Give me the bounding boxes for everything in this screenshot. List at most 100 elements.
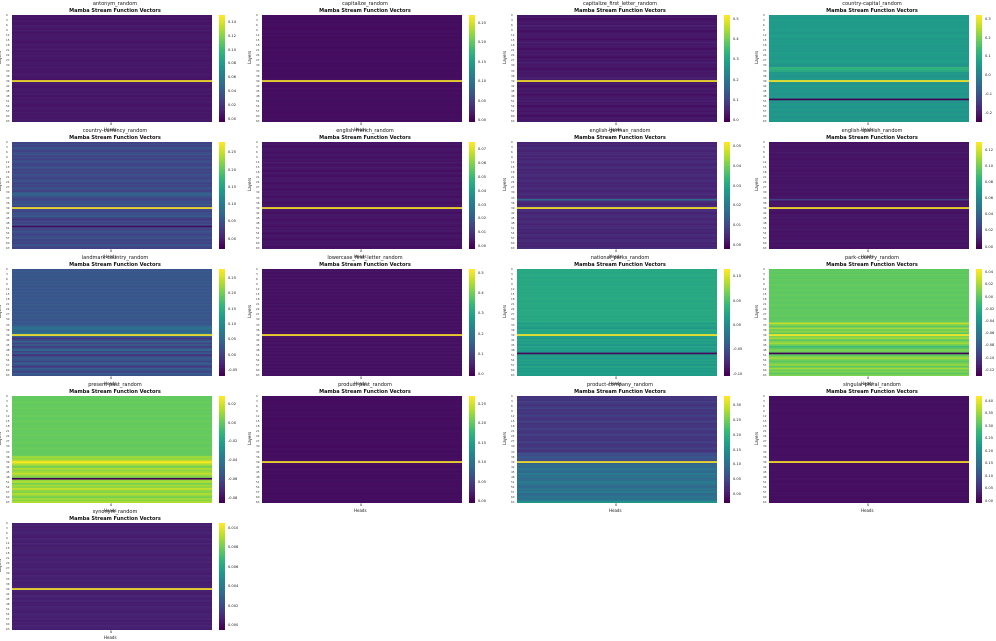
heatmap-cell [769, 487, 969, 490]
heatmap-cell [517, 342, 717, 345]
heatmap-cell [769, 111, 969, 114]
heatmap-cell [517, 456, 717, 459]
y-tick-label: 15 [763, 292, 767, 297]
heatmap-cell [12, 305, 212, 308]
colorbar-step [469, 198, 475, 202]
heatmap-cell [12, 447, 212, 450]
colorbar-step [219, 406, 225, 410]
y-tick-label: 6 [511, 404, 513, 409]
colorbar-step [469, 398, 475, 402]
colorbar-step [976, 33, 982, 37]
colorbar-step [976, 301, 982, 305]
colorbar-step [219, 23, 225, 27]
y-tick-label: 27 [256, 185, 260, 190]
heatmap-cell [12, 182, 212, 185]
colorbar-tick-label: 0.15 [228, 306, 237, 311]
heatmap-cell [12, 442, 212, 445]
colorbar-step [724, 452, 730, 456]
colorbar-step [724, 489, 730, 493]
y-tick-label: 57 [256, 362, 260, 367]
colorbar-step [724, 486, 730, 491]
colorbar-step [724, 420, 730, 424]
heatmap-cell [12, 165, 212, 168]
y-tick-label: 18 [511, 424, 515, 429]
colorbar-step [469, 15, 475, 19]
y-tick-label: 24 [256, 434, 260, 439]
heatmap-cell [262, 339, 462, 342]
heatmap-cell [769, 399, 969, 402]
heatmap-cell [769, 304, 969, 307]
colorbar-step [724, 222, 730, 226]
colorbar-step [469, 52, 475, 56]
heatmap-cell [12, 334, 212, 337]
heatmap-cell [12, 370, 212, 374]
heatmap-cell [12, 543, 212, 546]
colorbar-step [976, 20, 982, 24]
colorbar-step [469, 500, 475, 503]
heatmap-cell [262, 73, 462, 76]
heatmap-cell [12, 444, 212, 447]
colorbar-step [219, 190, 225, 194]
heatmap-cell [517, 345, 717, 348]
colorbar-step [976, 211, 982, 215]
colorbar-step [219, 539, 225, 543]
heatmap-cell [517, 111, 717, 114]
heatmap-plot [12, 142, 212, 249]
colorbar-tick-label: 0.4 [478, 291, 484, 296]
y-tick-label: 15 [763, 38, 767, 43]
heatmap-cell [769, 365, 969, 368]
heatmap-cell [769, 402, 969, 405]
panel-top-title: capitalize_first_letter_random [582, 1, 658, 7]
colorbar-tick-label: 0.05 [228, 219, 237, 224]
colorbar-tick-label: 0.25 [478, 401, 487, 406]
colorbar-tick-label: 0.1 [478, 351, 484, 356]
colorbar-step [219, 494, 225, 499]
heatmap-cell [517, 66, 717, 69]
y-tick-label: 21 [511, 429, 515, 434]
colorbar-step [219, 605, 225, 609]
heatmap-cell [262, 344, 462, 347]
heatmap-cell [769, 459, 969, 462]
colorbar-step [724, 396, 730, 400]
heatmap-cell [262, 145, 462, 148]
heatmap-cell [769, 370, 969, 374]
heatmap-cell [262, 173, 462, 176]
heatmap-cell [12, 193, 212, 196]
y-tick-label: 18 [6, 297, 10, 302]
colorbar-step [724, 473, 730, 477]
colorbar-tick-label: 0.00 [228, 420, 237, 425]
heatmap-cell [262, 459, 462, 462]
y-axis-label: Layers [502, 50, 507, 64]
colorbar-step [219, 441, 225, 445]
colorbar-step [976, 290, 982, 294]
colorbar-step [976, 500, 982, 503]
heatmap-cell [517, 355, 717, 358]
heatmap-cell [12, 294, 212, 297]
colorbar-tick-label: 0.06 [985, 196, 994, 201]
heatmap-cell [262, 245, 462, 248]
colorbar-step [219, 486, 225, 491]
heatmap-cell [262, 182, 462, 185]
colorbar-step [976, 357, 982, 361]
colorbar-step [219, 95, 225, 99]
y-tick-label: 12 [511, 33, 515, 38]
heatmap-cell [769, 364, 969, 367]
colorbar-step [724, 55, 730, 59]
heatmap-cell [12, 215, 212, 218]
heatmap-cell [12, 446, 212, 449]
colorbar-tick-label: 0.000 [228, 623, 239, 628]
colorbar-step [976, 325, 982, 329]
colorbar-step [976, 222, 982, 226]
y-tick-label: 36 [256, 327, 260, 332]
heatmap-cell [12, 441, 212, 444]
heatmap-cell [12, 494, 212, 497]
heatmap-cell [517, 442, 717, 445]
colorbar-step [724, 144, 730, 148]
colorbar-step [724, 211, 730, 215]
heatmap-cell [769, 71, 969, 74]
heatmap-cell [12, 578, 212, 581]
heatmap-cell [517, 202, 717, 205]
colorbar-step [469, 373, 475, 376]
heatmap-cell [262, 464, 462, 467]
colorbar-step [724, 269, 730, 273]
